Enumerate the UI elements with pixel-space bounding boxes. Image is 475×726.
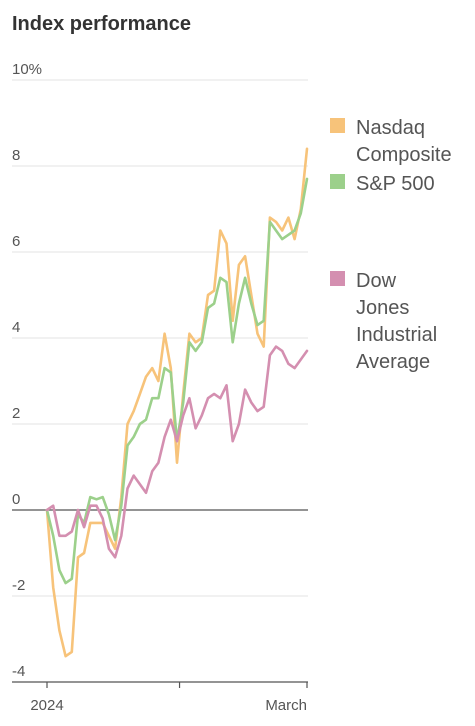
y-tick-label: 0 — [12, 491, 20, 508]
y-tick-label: 8 — [12, 147, 20, 164]
y-tick-label: 10% — [12, 61, 42, 78]
legend-label: Jones — [356, 297, 409, 319]
legend-label: Dow — [356, 270, 397, 292]
y-tick-label: 6 — [12, 233, 20, 250]
legend: Nasdaq Composite S&P 500 Dow Jones Industrial… — [330, 117, 452, 373]
y-tick-label: 4 — [12, 319, 20, 336]
x-axis: 2024 March — [12, 681, 308, 714]
series-lines — [45, 147, 309, 658]
legend-label: Industrial — [356, 324, 437, 346]
series-line-nasdaq — [45, 147, 309, 658]
legend-label: Composite — [356, 144, 452, 166]
legend-label: S&P 500 — [356, 173, 435, 195]
x-tick-label: March — [265, 697, 307, 714]
x-tick-label: 2024 — [30, 697, 63, 714]
y-tick-label: -4 — [12, 663, 25, 680]
legend-label: Average — [356, 351, 430, 373]
y-tick-labels: 10% 8 6 4 2 0 -2 -4 — [12, 61, 42, 680]
legend-swatch — [330, 271, 345, 286]
y-tick-label: 2 — [12, 405, 20, 422]
series-line-dow — [45, 345, 309, 559]
legend-swatch — [330, 118, 345, 133]
legend-swatch — [330, 174, 345, 189]
chart-title: Index performance — [12, 13, 191, 35]
legend-label: Nasdaq — [356, 117, 425, 139]
gridlines — [12, 79, 308, 683]
y-tick-label: -2 — [12, 577, 25, 594]
